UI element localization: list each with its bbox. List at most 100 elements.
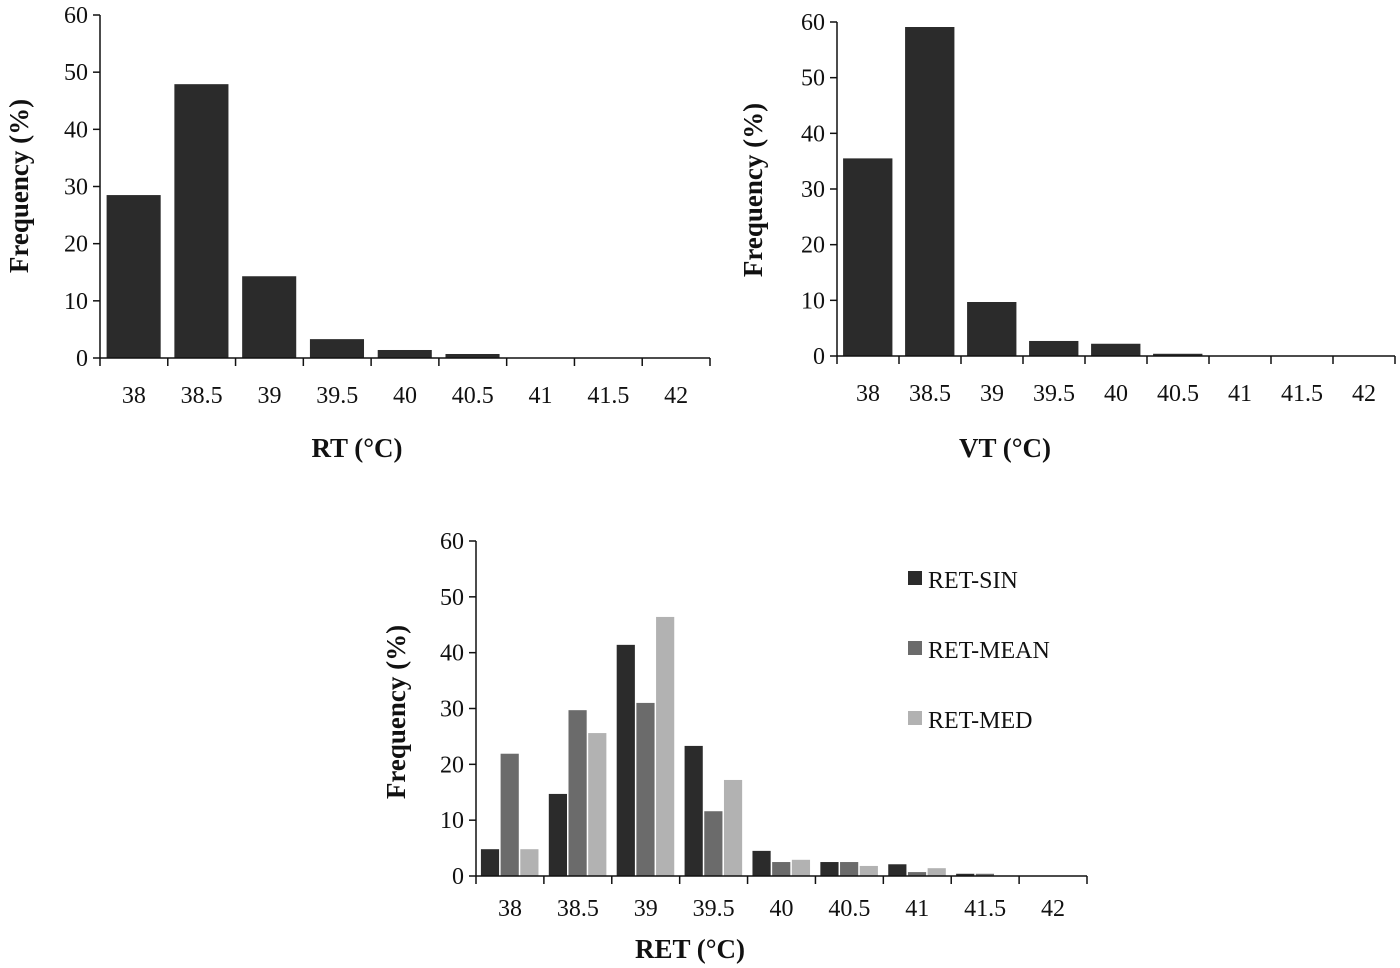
x-tick-label: 38.5 xyxy=(557,896,599,922)
bar xyxy=(859,865,878,876)
x-tick-label: 39.5 xyxy=(316,383,358,409)
y-tick-label: 60 xyxy=(64,3,88,29)
y-tick-label: 10 xyxy=(801,288,825,314)
x-tick-label: 39 xyxy=(257,383,281,409)
x-tick-label: 39 xyxy=(980,381,1004,407)
x-axis-label: VT (°C) xyxy=(959,433,1051,463)
y-tick-label: 20 xyxy=(440,752,464,778)
legend: RET-SIN RET-MEAN RET-MED xyxy=(908,568,1050,734)
y-tick-label: 30 xyxy=(440,697,464,723)
x-tick-label: 39.5 xyxy=(1033,381,1075,407)
x-tick-label: 41 xyxy=(529,383,553,409)
y-axis-label: Frequency (%) xyxy=(738,103,768,277)
x-tick-label: 38 xyxy=(122,383,146,409)
y-tick-label: 60 xyxy=(801,10,825,36)
legend-label: RET-MEAN xyxy=(928,638,1050,664)
bar xyxy=(967,302,1017,356)
x-tick-label: 42 xyxy=(1352,381,1376,407)
x-tick-label: 41.5 xyxy=(1281,381,1323,407)
y-tick-label: 0 xyxy=(452,864,464,890)
x-tick-label: 38.5 xyxy=(181,383,223,409)
bar xyxy=(568,710,587,876)
bar xyxy=(656,616,675,876)
x-tick-label: 40.5 xyxy=(452,383,494,409)
legend-label: RET-SIN xyxy=(928,568,1018,594)
y-tick-label: 50 xyxy=(440,585,464,611)
y-tick-label: 10 xyxy=(440,808,464,834)
y-tick-label: 50 xyxy=(801,66,825,92)
bar xyxy=(840,862,859,876)
x-tick-label: 41 xyxy=(905,896,929,922)
bar xyxy=(905,27,955,356)
chart-2: 0 10 20 30 40 50 60 38 38.5 39 39.5 40 40.5 41 41.5 42 V… xyxy=(738,10,1396,463)
y-tick-label: 30 xyxy=(64,175,88,201)
bar xyxy=(907,872,927,876)
chart-1: 0 10 20 30 40 50 60 38 38.5 39 39.5 40 40.5 41 41.5 42 R… xyxy=(4,3,711,463)
x-tick-label: 41.5 xyxy=(964,896,1006,922)
bar xyxy=(445,353,500,358)
y-tick-label: 30 xyxy=(801,177,825,203)
bar xyxy=(480,849,500,876)
x-axis-label: RT (°C) xyxy=(311,433,402,463)
x-tick-label: 40 xyxy=(770,896,794,922)
y-tick-label: 10 xyxy=(64,289,88,315)
x-tick-label: 38 xyxy=(498,896,522,922)
bar xyxy=(843,158,893,356)
bar xyxy=(704,811,723,876)
x-tick-label: 40.5 xyxy=(828,896,870,922)
bar xyxy=(174,84,229,359)
bar xyxy=(888,864,907,876)
y-tick-label: 0 xyxy=(813,344,825,370)
x-tick-label: 41 xyxy=(1228,381,1252,407)
x-tick-label: 41.5 xyxy=(587,383,629,409)
x-tick-label: 40.5 xyxy=(1157,381,1199,407)
legend-swatch xyxy=(908,711,922,725)
x-tick-label: 42 xyxy=(1041,896,1065,922)
bar xyxy=(1153,353,1203,356)
y-tick-label: 20 xyxy=(64,232,88,258)
y-tick-label: 0 xyxy=(76,346,88,372)
bar xyxy=(616,644,635,876)
bar xyxy=(377,349,432,358)
bar xyxy=(106,195,161,358)
y-tick-label: 50 xyxy=(64,60,88,86)
bar xyxy=(548,793,567,876)
bar xyxy=(723,779,743,876)
bar xyxy=(752,850,771,876)
bar xyxy=(636,702,655,876)
bar xyxy=(791,859,811,876)
y-tick-label: 40 xyxy=(64,117,88,143)
x-tick-label: 38.5 xyxy=(909,381,951,407)
bar xyxy=(588,733,607,876)
y-tick-label: 40 xyxy=(801,121,825,147)
bar xyxy=(1029,340,1079,356)
bar xyxy=(520,849,539,876)
bar xyxy=(772,862,791,876)
bar xyxy=(684,745,703,876)
x-tick-label: 39 xyxy=(634,896,658,922)
x-tick-label: 38 xyxy=(856,381,880,407)
bar xyxy=(927,868,946,876)
x-tick-label: 39.5 xyxy=(693,896,735,922)
x-tick-label: 40 xyxy=(1104,381,1128,407)
bar xyxy=(820,862,839,876)
x-tick-label: 42 xyxy=(664,383,688,409)
legend-swatch xyxy=(908,641,922,655)
y-tick-label: 40 xyxy=(440,641,464,667)
y-tick-label: 60 xyxy=(440,529,464,555)
bar xyxy=(242,276,297,358)
legend-label: RET-MED xyxy=(928,708,1032,734)
y-axis-label: Frequency (%) xyxy=(381,625,411,799)
chart-3: 0 10 20 30 40 50 60 38 38.5 39 39.5 40 40.5 41 41.5 42 R… xyxy=(381,529,1088,964)
bar xyxy=(1091,343,1141,356)
bar xyxy=(500,753,519,876)
y-tick-label: 20 xyxy=(801,233,825,259)
bar xyxy=(309,339,365,358)
y-axis-label: Frequency (%) xyxy=(4,99,34,273)
legend-swatch xyxy=(908,571,922,585)
bar xyxy=(975,873,995,876)
bar xyxy=(956,873,975,876)
x-axis-label: RET (°C) xyxy=(635,934,745,964)
x-tick-label: 40 xyxy=(393,383,417,409)
